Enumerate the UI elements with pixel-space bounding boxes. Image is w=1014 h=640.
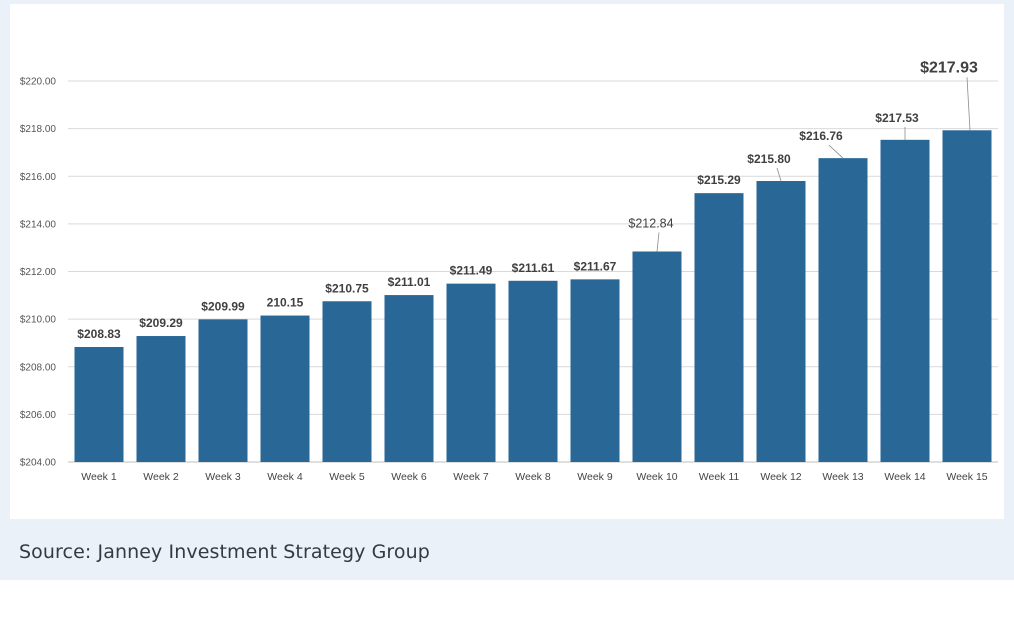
- bar: [260, 315, 310, 462]
- data-label: $215.29: [697, 173, 741, 187]
- x-tick-label: Week 6: [391, 471, 427, 483]
- y-tick-label: $206.00: [20, 410, 57, 421]
- data-label: $217.53: [875, 111, 919, 125]
- y-tick-label: $220.00: [20, 77, 57, 88]
- y-tick-label: $212.00: [20, 267, 57, 278]
- y-tick-label: $208.00: [20, 362, 57, 373]
- y-tick-label: $204.00: [20, 458, 57, 469]
- bar: [880, 139, 930, 462]
- bar: [136, 336, 186, 462]
- bar: [198, 319, 248, 462]
- bar: [322, 301, 372, 462]
- data-label: $211.01: [388, 275, 431, 289]
- data-label: $211.49: [450, 264, 493, 278]
- bar-chart: $204.00 $206.00 $208.00 $210.00 $212.00 $214.…: [20, 59, 998, 483]
- x-tick-label: Week 8: [515, 471, 551, 483]
- data-label: $212.84: [628, 216, 673, 230]
- x-tick-label: Week 10: [636, 471, 677, 483]
- bar: [942, 130, 992, 462]
- x-tick-label: Week 7: [453, 471, 489, 483]
- x-tick-label: Week 12: [760, 471, 801, 483]
- x-tick-label: Week 11: [699, 471, 740, 483]
- x-tick-label: Week 15: [946, 471, 987, 483]
- bar: [818, 158, 868, 462]
- data-label: $209.29: [139, 316, 183, 330]
- x-tick-label: Week 3: [205, 471, 241, 483]
- x-tick-label: Week 5: [329, 471, 365, 483]
- x-tick-label: Week 1: [81, 471, 117, 483]
- bar: [384, 295, 434, 462]
- x-tick-label: Week 4: [267, 471, 303, 483]
- data-label: $209.99: [201, 299, 245, 313]
- data-label: $210.75: [325, 281, 369, 295]
- data-label: 210.15: [267, 296, 304, 310]
- chart-panel: $204.00 $206.00 $208.00 $210.00 $212.00 $214.…: [10, 4, 1004, 519]
- data-label: $211.61: [512, 261, 555, 275]
- data-label: $215.80: [747, 152, 791, 166]
- data-label: $208.83: [77, 327, 121, 341]
- bar: [632, 251, 682, 462]
- y-tick-label: $216.00: [20, 172, 57, 183]
- data-label: $217.93: [920, 59, 978, 76]
- leader-line: [828, 144, 844, 159]
- y-tick-label: $210.00: [20, 315, 57, 326]
- x-tick-label: Week 9: [577, 471, 613, 483]
- bar: [508, 280, 558, 462]
- x-tick-label: Week 13: [822, 471, 863, 483]
- figure-frame: $204.00 $206.00 $208.00 $210.00 $212.00 $214.…: [0, 0, 1014, 580]
- bar: [446, 283, 496, 462]
- bar: [694, 193, 744, 463]
- x-tick-label: Week 14: [884, 471, 925, 483]
- y-tick-label: $214.00: [20, 219, 57, 230]
- bar: [756, 181, 806, 462]
- source-note: Source: Janney Investment Strategy Group: [19, 541, 430, 563]
- y-tick-label: $218.00: [20, 124, 57, 135]
- bar: [74, 346, 124, 462]
- leader-line: [966, 77, 971, 131]
- x-tick-label: Week 2: [143, 471, 179, 483]
- data-label: $211.67: [574, 259, 617, 273]
- bar: [570, 279, 620, 462]
- leader-line: [656, 232, 660, 252]
- leader-line: [776, 167, 782, 182]
- data-label: $216.76: [799, 129, 843, 143]
